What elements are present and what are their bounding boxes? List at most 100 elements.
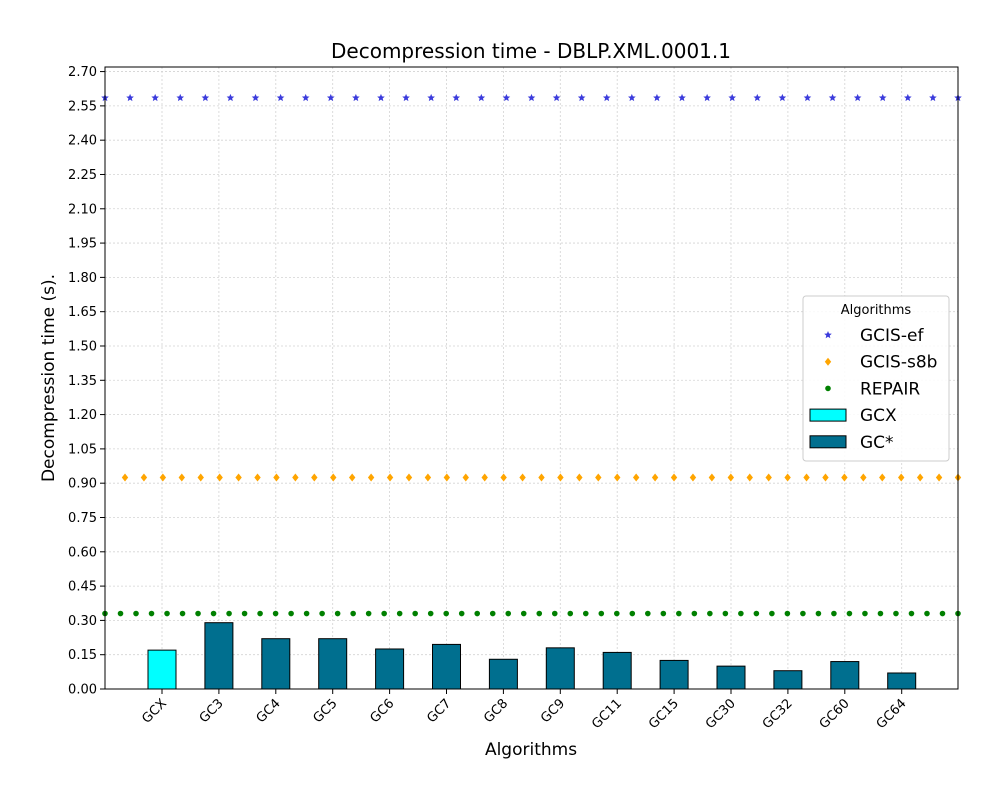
repair-marker <box>893 610 899 617</box>
gcis-ef-marker <box>653 93 661 102</box>
repair-marker <box>691 610 698 617</box>
gcis-s8b-marker <box>670 473 678 482</box>
bars <box>147 622 917 690</box>
gcis-s8b-marker <box>841 473 848 482</box>
gcis-s8b-marker <box>935 473 943 482</box>
repair-marker <box>629 610 636 617</box>
repair-marker <box>257 610 263 617</box>
gcis-s8b-marker <box>235 473 242 482</box>
x-tick-label: GC60 <box>817 696 853 732</box>
gcis-ef-marker <box>502 93 511 102</box>
legend-star-icon <box>824 331 832 339</box>
repair-marker <box>738 610 744 617</box>
gcis-ef-marker <box>577 93 586 102</box>
gcis-ef-marker <box>402 93 410 102</box>
y-tick-label: 1.80 <box>68 271 97 286</box>
gcis-s8b-marker <box>330 473 337 482</box>
gcis-s8b-marker <box>879 473 886 482</box>
repair-marker <box>334 610 341 617</box>
repair-marker <box>474 610 481 617</box>
repair-marker <box>815 610 822 617</box>
gcis-ef-marker <box>778 93 787 102</box>
gcis-ef-marker <box>226 93 235 102</box>
bar-gc3 <box>204 622 234 690</box>
legend-title: Algorithms <box>841 303 912 318</box>
legend-diamond-icon <box>824 357 832 366</box>
gcis-s8b-marker <box>481 473 488 482</box>
repair-marker <box>598 610 605 617</box>
legend-box-icon <box>809 408 847 422</box>
gcis-s8b-marker <box>557 473 564 482</box>
x-tick-label: GC4 <box>254 696 284 726</box>
legend-entry: GCIS-ef <box>824 326 924 346</box>
gcis-s8b-marker <box>916 473 924 482</box>
gcis-ef-marker <box>728 93 737 102</box>
repair-marker <box>551 610 558 617</box>
gcis-s8b-marker <box>159 473 167 482</box>
repair-marker <box>303 610 310 617</box>
gcis-s8b-marker <box>140 473 148 482</box>
x-tick-label: GC6 <box>367 696 397 726</box>
repair-marker <box>272 610 279 617</box>
repair-marker <box>924 610 930 617</box>
repair-marker <box>148 610 155 617</box>
gcis-ef-marker <box>377 93 385 102</box>
y-axis: 0.00 0.15 0.30 0.45 0.60 0.75 0.90 1.05 1.20 1.35… <box>68 65 105 698</box>
gcis-s8b-marker <box>292 473 299 482</box>
y-tick-label: 1.50 <box>68 339 97 354</box>
gcis-s8b-marker <box>803 473 810 482</box>
y-tick-label: 0.15 <box>68 648 97 663</box>
gcis-s8b-marker <box>500 473 507 482</box>
repair-marker <box>443 610 450 617</box>
y-tick-label: 2.55 <box>68 99 97 114</box>
legend-label: GCIS-ef <box>860 326 924 346</box>
x-tick-label: GC30 <box>703 696 739 732</box>
x-tick-label: GCX <box>139 696 170 727</box>
y-tick-label: 2.40 <box>68 134 97 149</box>
bar-gc7 <box>432 643 461 690</box>
gcis-ef-marker <box>878 93 887 102</box>
gcis-ef-marker <box>929 93 937 102</box>
gcis-ef-marker <box>151 93 159 102</box>
bar-gc60 <box>830 661 860 690</box>
repair-marker <box>846 610 853 617</box>
y-tick-label: 2.25 <box>68 168 97 183</box>
gcis-ef-marker <box>276 93 285 102</box>
legend-circle-icon <box>825 385 831 392</box>
gcis-s8b-marker <box>121 473 129 482</box>
y-tick-label: 1.95 <box>68 237 97 252</box>
legend-label: GCX <box>860 406 897 426</box>
bar-gcx <box>147 649 177 690</box>
x-tick-label: GC9 <box>538 696 568 726</box>
gcis-ef-marker <box>602 93 611 102</box>
repair-marker <box>412 610 418 617</box>
legend-entry: GCIS-s8b <box>824 353 937 373</box>
gcis-s8b-marker <box>746 473 753 482</box>
gcis-ef-marker <box>853 93 862 102</box>
reference-markers <box>101 93 962 617</box>
gcis-ef-marker <box>176 93 185 102</box>
gcis-s8b-marker <box>708 473 716 482</box>
x-tick-label: GC5 <box>311 696 341 726</box>
gcis-ef-marker <box>301 93 310 102</box>
gcis-s8b-marker <box>386 473 394 482</box>
legend-entry: REPAIR <box>825 379 920 399</box>
repair-marker <box>660 610 667 617</box>
x-tick-label: GC64 <box>874 696 910 732</box>
gcis-ef-marker <box>628 93 636 102</box>
repair-marker <box>536 610 543 617</box>
repair-marker <box>582 610 589 617</box>
repair-marker <box>458 610 465 617</box>
gcis-s8b-marker <box>632 473 640 482</box>
repair-marker <box>614 610 620 617</box>
repair-marker <box>908 610 915 617</box>
y-tick-label: 1.35 <box>68 374 97 389</box>
gcis-s8b-marker <box>898 473 905 482</box>
repair-marker <box>753 610 760 617</box>
repair-marker <box>800 610 806 617</box>
repair-marker <box>179 610 186 617</box>
x-tick-label: GC32 <box>760 696 796 732</box>
y-tick-label: 2.10 <box>68 202 97 217</box>
gcis-ef-marker <box>201 93 210 102</box>
